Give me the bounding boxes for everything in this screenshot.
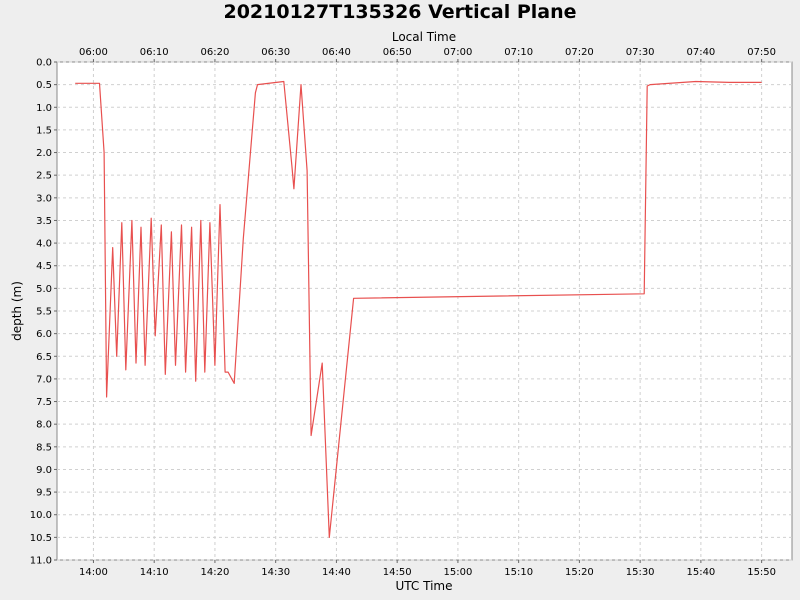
y-tick-label: 8.5 [36, 442, 52, 453]
y-tick-label: 11.0 [30, 556, 52, 567]
x2-tick-label: 06:30 [261, 47, 290, 58]
y-tick-label: 1.0 [36, 103, 52, 114]
y-tick-label: 8.0 [36, 420, 52, 431]
y-tick-label: 0.5 [36, 80, 52, 91]
depth-axis-label: depth (m) [10, 281, 24, 341]
y-tick-label: 1.5 [36, 125, 52, 136]
x2-tick-label: 06:10 [140, 47, 169, 58]
y-tick-label: 3.0 [36, 193, 52, 204]
local-time-axis-label: Local Time [392, 30, 456, 44]
y-tick-label: 3.5 [36, 216, 52, 227]
x-tick-label: 14:50 [383, 567, 412, 578]
y-tick-label: 9.5 [36, 488, 52, 499]
x-tick-label: 14:40 [322, 567, 351, 578]
y-tick-label: 7.5 [36, 397, 52, 408]
y-tick-label: 0.0 [36, 58, 52, 69]
x-tick-label: 14:00 [79, 567, 108, 578]
y-tick-label: 10.5 [30, 533, 52, 544]
y-tick-label: 2.0 [36, 148, 52, 159]
x2-tick-label: 06:40 [322, 47, 351, 58]
y-tick-label: 6.5 [36, 352, 52, 363]
x-tick-label: 14:20 [201, 567, 230, 578]
y-tick-label: 5.0 [36, 284, 52, 295]
y-tick-label: 5.5 [36, 307, 52, 318]
y-tick-label: 9.0 [36, 465, 52, 476]
x-tick-label: 14:30 [261, 567, 290, 578]
y-tick-label: 2.5 [36, 171, 52, 182]
axes: 14:00 06:00 14:10 06:10 14:20 06:20 14:30 06:30… [30, 47, 776, 578]
y-tick-label: 4.0 [36, 239, 52, 250]
x2-tick-label: 06:50 [383, 47, 412, 58]
x-tick-label: 15:50 [747, 567, 776, 578]
x2-tick-label: 07:00 [443, 47, 472, 58]
utc-time-axis-label: UTC Time [396, 579, 453, 593]
y-tick-label: 7.0 [36, 374, 52, 385]
y-tick-label: 4.5 [36, 261, 52, 272]
depth-series-line [75, 80, 762, 539]
x2-tick-label: 06:00 [79, 47, 108, 58]
y-tick-label: 6.0 [36, 329, 52, 340]
x-tick-label: 15:00 [443, 567, 472, 578]
x2-tick-label: 07:40 [686, 47, 715, 58]
x-tick-label: 14:10 [140, 567, 169, 578]
x2-tick-label: 06:20 [201, 47, 230, 58]
x-tick-label: 15:30 [626, 567, 655, 578]
x2-tick-label: 07:30 [626, 47, 655, 58]
chart-title: 20210127T135326 Vertical Plane [223, 1, 576, 23]
y-tick-label: 10.0 [30, 510, 52, 521]
x2-tick-label: 07:20 [565, 47, 594, 58]
x-tick-label: 15:20 [565, 567, 594, 578]
x-tick-label: 15:10 [504, 567, 533, 578]
x2-tick-label: 07:10 [504, 47, 533, 58]
x-tick-label: 15:40 [686, 567, 715, 578]
series-layer [75, 80, 762, 539]
x2-tick-label: 07:50 [747, 47, 776, 58]
